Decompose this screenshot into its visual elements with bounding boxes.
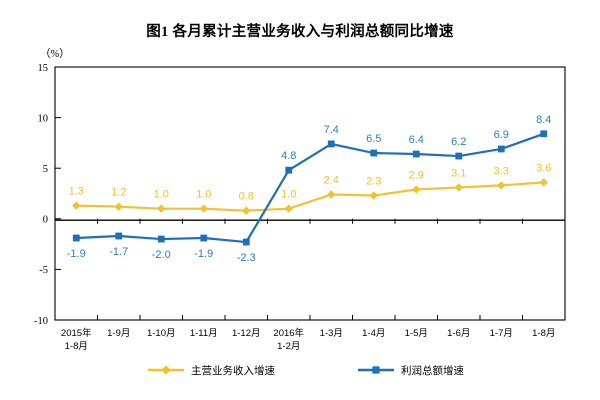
data-point-label: 1.2 (111, 187, 126, 199)
data-point-label: 1.0 (196, 189, 211, 201)
x-axis-tick-label: 2016年 (273, 327, 304, 339)
legend-item-label: 主营业务收入增速 (191, 364, 275, 377)
data-point-marker (285, 166, 293, 174)
data-point-marker (370, 149, 378, 157)
data-point-label: 1.0 (281, 189, 296, 201)
data-point-marker (114, 202, 123, 211)
y-axis-tick-labels: 15 10 5 0 -5 -10 (34, 63, 48, 327)
x-axis-tick-label: 1-9月 (107, 328, 130, 339)
plot-frame (54, 66, 566, 321)
data-point-label: 3.3 (494, 165, 509, 177)
x-axis-tick-label: 1-7月 (490, 328, 513, 339)
data-point-marker (327, 190, 336, 199)
data-labels-layer: 1.3 1.2 1.0 1.0 0.8 1.0 2.4 2.3 2.9 3.1 3.3 3.6 -1.9… (67, 114, 552, 264)
series-line-2 (75, 132, 545, 244)
data-point-label: 1.3 (69, 186, 84, 198)
x-axis-tick-label: 1-4月 (362, 328, 385, 339)
data-point-label: -1.9 (67, 248, 86, 260)
data-point-marker (497, 145, 505, 153)
data-point-label: 3.1 (451, 167, 466, 179)
y-axis-tick-label: -5 (39, 265, 48, 276)
data-point-marker (72, 201, 81, 210)
x-axis-tick-label: 1-5月 (405, 328, 428, 339)
x-axis-tick-label: 2015年 (61, 327, 92, 339)
data-point-marker (157, 204, 166, 213)
data-point-marker (539, 178, 548, 187)
data-point-marker (369, 191, 378, 200)
y-axis-tick-label: 0 (43, 215, 48, 226)
data-point-label: 6.5 (366, 133, 381, 145)
data-point-label: 4.8 (281, 150, 296, 162)
data-point-label: 0.8 (239, 191, 254, 203)
data-point-marker (157, 235, 165, 243)
data-point-marker (327, 140, 335, 148)
data-point-label: 6.9 (494, 129, 509, 141)
data-point-label: 1.0 (154, 189, 169, 201)
x-axis-tick-labels: 2015年 1-8月 1-9月 1-10月 1-11月 1-12月 2016年 1-2月 1-3… (61, 327, 555, 352)
legend-item-label: 利润总额增速 (401, 364, 464, 377)
data-point-label: 2.4 (324, 175, 339, 187)
data-point-marker (72, 234, 80, 242)
y-axis-tick-label: 10 (38, 113, 49, 124)
data-point-label: -1.9 (194, 248, 213, 260)
data-point-marker (454, 183, 463, 192)
data-point-label: 2.9 (409, 169, 424, 181)
data-point-label: -2.3 (237, 252, 256, 264)
y-axis-tick-label: 5 (43, 164, 48, 175)
series-line-1 (75, 181, 545, 212)
x-axis-ticks (97, 218, 523, 320)
data-point-label: 8.4 (536, 114, 551, 126)
data-point-marker (242, 238, 250, 246)
legend-marker (161, 365, 171, 375)
chart-legend: 主营业务收入增速 利润总额增速 (148, 364, 464, 377)
data-point-marker (200, 234, 208, 242)
data-point-label: -1.7 (109, 246, 128, 258)
y-axis-ticks (55, 117, 61, 270)
x-axis-tick-label: 1-12月 (232, 328, 261, 339)
data-point-marker (242, 206, 251, 215)
x-axis-tick-label: 1-10月 (147, 328, 176, 339)
data-point-label: 3.6 (536, 162, 551, 174)
y-axis-tick-label: -10 (34, 316, 48, 327)
x-axis-tick-label: 1-3月 (320, 328, 343, 339)
data-point-label: -2.0 (152, 249, 171, 261)
x-axis-tick-label: 1-8月 (532, 328, 555, 339)
data-point-marker (115, 232, 123, 240)
data-point-marker (455, 152, 463, 160)
x-axis-tick-label: 1-11月 (190, 328, 218, 339)
data-point-label: 2.3 (366, 176, 381, 188)
data-point-marker (540, 130, 548, 138)
data-point-label: 6.2 (451, 136, 466, 148)
data-point-marker (199, 204, 208, 213)
data-point-marker (412, 185, 421, 194)
data-point-label: 6.4 (409, 134, 424, 146)
chart-title: 图1 各月累计主营业务收入与利润总额同比增速 (146, 24, 454, 40)
data-series-layer (72, 130, 548, 246)
legend-marker (372, 366, 380, 374)
y-axis-unit-label: （%） (40, 49, 70, 60)
x-axis-tick-label: 1-2月 (277, 341, 300, 352)
data-point-marker (284, 204, 293, 213)
data-point-label: 7.4 (324, 124, 339, 136)
x-axis-tick-label: 1-6月 (447, 328, 470, 339)
y-axis-tick-label: 15 (38, 63, 49, 74)
data-point-marker (412, 150, 420, 158)
x-axis-tick-label: 1-8月 (65, 341, 88, 352)
data-point-marker (497, 181, 506, 190)
